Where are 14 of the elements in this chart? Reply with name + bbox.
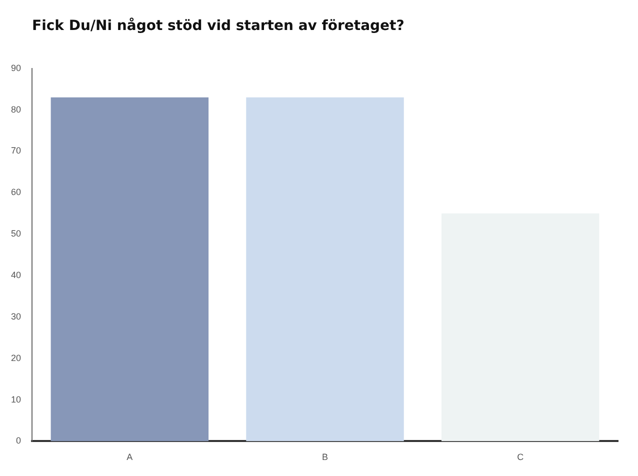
y-tick-label: 50 (10, 228, 22, 239)
y-tick-label: 70 (10, 146, 22, 156)
x-tick-label: B (322, 452, 328, 462)
x-tick-label: A (126, 452, 133, 462)
y-tick-label: 60 (10, 187, 22, 198)
y-tick-label: 40 (10, 270, 22, 280)
y-tick-label: 0 (16, 436, 22, 446)
chart-title: Fick Du/Ni något stöd vid starten av företaget? (32, 18, 404, 34)
y-tick-label: 90 (10, 62, 22, 73)
y-tick-label: 10 (10, 394, 22, 404)
y-tick-label: 20 (10, 352, 22, 363)
y-tick-label: 30 (10, 311, 22, 322)
x-tick-label: C (517, 452, 524, 462)
y-tick-label: 80 (10, 104, 22, 114)
